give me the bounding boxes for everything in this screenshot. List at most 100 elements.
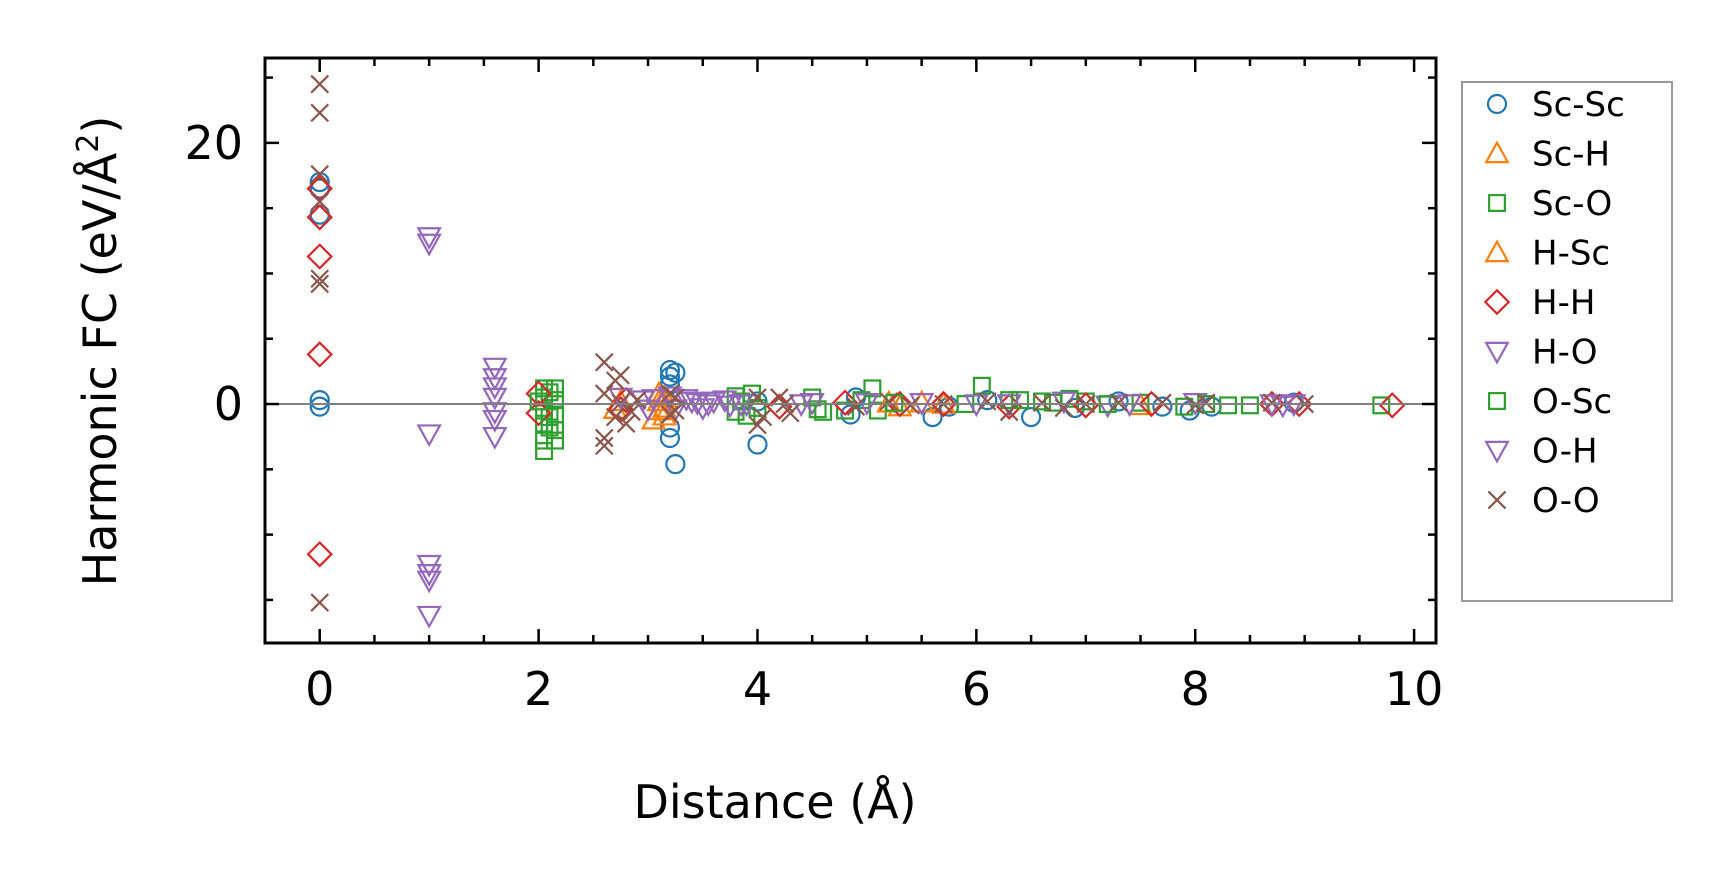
data-point-o-o (310, 269, 330, 289)
legend-item-o-h: O-H (1484, 432, 1598, 472)
legend-label-o-sc: O-Sc (1532, 382, 1612, 422)
data-point-o-o (1032, 393, 1052, 413)
legend-label-sc-sc: Sc-Sc (1532, 85, 1625, 125)
data-point-o-h (662, 399, 689, 423)
data-point-o-o (594, 384, 614, 403)
data-point-o-h (788, 394, 814, 418)
legend-item-h-h: H-H (1483, 283, 1595, 323)
data-point-sc-o (535, 431, 554, 450)
y-axis-label-main: Harmonic FC (eV/Å (73, 152, 127, 586)
data-point-sc-sc (309, 390, 330, 411)
x-tick-label: 2 (524, 662, 553, 716)
legend-marker-h-o (1484, 341, 1510, 365)
legend-marker-o-sc (1488, 392, 1506, 410)
data-point-h-o (482, 387, 508, 411)
data-point-sc-o (1219, 396, 1238, 415)
data-point-h-h (930, 390, 957, 418)
legend-items: Sc-Sc Sc-H Sc-O H-Sc H-H H-O O-Sc O-H O-O (1483, 85, 1625, 521)
data-point-o-o (622, 402, 641, 422)
plot-frame (263, 56, 1438, 645)
data-point-o-o (594, 436, 614, 456)
data-point-sc-sc (309, 178, 330, 199)
data-point-h-h (886, 390, 914, 418)
data-point-o-h (679, 391, 705, 415)
x-tick-label: 8 (1181, 662, 1210, 716)
data-point-o-sc (540, 418, 559, 437)
data-point-o-o (879, 392, 899, 411)
data-point-h-h (1072, 392, 1100, 419)
data-point-sc-o (535, 379, 554, 398)
data-point-sc-sc (659, 366, 681, 387)
legend-marker-o-o (1487, 490, 1507, 510)
data-point-o-o (846, 397, 866, 416)
x-tick-label: 4 (743, 662, 772, 716)
legend-item-o-o: O-O (1487, 481, 1600, 521)
legend-label-h-h: H-H (1532, 283, 1595, 323)
legend-label-h-o: H-O (1532, 333, 1598, 373)
data-point-o-h (733, 394, 760, 418)
data-point-h-o (416, 564, 442, 587)
data-point-o-o (999, 402, 1019, 422)
legend: Sc-Sc Sc-H Sc-O H-Sc H-H H-O O-Sc O-H O-O (1461, 81, 1673, 602)
data-point-sc-o (863, 379, 882, 398)
data-point-o-o (605, 407, 625, 427)
data-point-h-h (306, 204, 333, 231)
data-point-o-sc (1033, 392, 1051, 411)
legend-label-sc-o: Sc-O (1532, 184, 1612, 224)
data-point-o-o (310, 192, 330, 211)
data-point-o-o (594, 428, 614, 448)
data-point-o-o (594, 352, 614, 372)
legend-marker-h-h (1483, 288, 1511, 316)
y-axis-label-end: ) (73, 116, 127, 134)
data-point-o-o (1153, 393, 1172, 413)
data-point-h-h (607, 396, 634, 423)
data-point-o-h (640, 389, 667, 412)
data-point-o-o (1054, 398, 1074, 418)
data-point-sc-o (535, 442, 554, 461)
legend-marker-o-h (1484, 440, 1510, 464)
data-point-sc-o (535, 388, 554, 407)
x-tick-label: 10 (1385, 662, 1444, 716)
y-tick-label: 0 (214, 377, 243, 431)
legend-label-o-h: O-H (1532, 432, 1598, 472)
y-axis-label: Harmonic FC (eV/Å2) (71, 116, 127, 587)
data-point-o-o (780, 403, 800, 423)
data-point-o-o (1196, 393, 1216, 413)
legend-item-h-sc: H-Sc (1484, 234, 1610, 274)
data-point-o-o (1109, 393, 1128, 413)
data-point-o-o (310, 593, 330, 612)
data-point-o-h (1281, 394, 1307, 418)
data-point-sc-sc (665, 454, 686, 475)
data-point-h-o (416, 233, 442, 257)
data-point-h-o (690, 398, 716, 422)
data-point-o-o (627, 390, 647, 410)
data-point-o-o (753, 407, 773, 427)
data-point-o-o (310, 103, 330, 123)
x-tick-label: 0 (305, 662, 334, 716)
legend-item-sc-h: Sc-H (1484, 135, 1610, 175)
x-axis-label: Distance (Å) (633, 775, 916, 829)
legend-item-sc-o: Sc-O (1488, 184, 1612, 224)
data-point-sc-o (972, 376, 991, 395)
data-point-o-o (611, 365, 631, 385)
legend-label-sc-h: Sc-H (1532, 135, 1610, 175)
data-point-h-o (416, 605, 442, 629)
data-point-sc-o (546, 431, 564, 450)
data-point-o-sc (529, 392, 548, 411)
data-point-h-o (482, 426, 508, 450)
data-point-sc-sc (977, 390, 998, 411)
data-point-o-o (310, 164, 330, 184)
data-point-o-o (1185, 396, 1205, 415)
data-point-o-o (748, 415, 767, 435)
data-point-h-o (416, 570, 442, 594)
data-point-o-o (1262, 393, 1282, 413)
legend-marker-sc-sc (1486, 93, 1508, 115)
legend-item-h-o: H-O (1484, 333, 1598, 373)
legend-marker-sc-o (1488, 194, 1506, 212)
data-point-sc-o (1240, 396, 1259, 415)
data-point-h-h (1378, 392, 1406, 419)
data-point-h-o (416, 424, 442, 448)
data-point-h-sc (930, 390, 957, 414)
data-point-h-o (711, 390, 738, 414)
